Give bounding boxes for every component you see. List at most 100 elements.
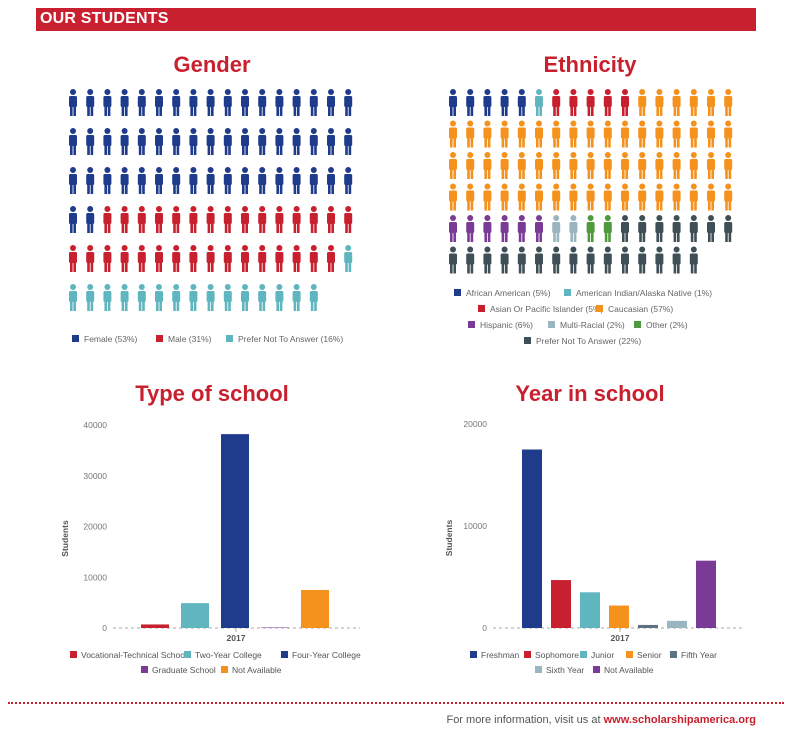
legend-swatch: [670, 651, 677, 658]
person-icon: [275, 206, 284, 233]
person-icon: [672, 152, 681, 179]
person-icon: [638, 89, 647, 116]
person-icon: [621, 89, 629, 116]
person-icon: [569, 183, 578, 211]
y-tick-label: 40000: [83, 420, 107, 430]
person-icon: [586, 152, 595, 179]
person-icon: [707, 89, 715, 116]
person-icon: [569, 120, 578, 148]
person-icon: [241, 284, 249, 311]
bar: [580, 592, 600, 628]
bar: [551, 580, 571, 628]
person-icon: [69, 89, 77, 116]
person-icon: [155, 89, 163, 116]
person-icon: [223, 167, 232, 194]
person-icon: [621, 120, 629, 148]
person-icon: [466, 120, 475, 148]
y-tick-label: 20000: [463, 419, 487, 429]
y-axis-label: Students: [60, 520, 70, 557]
person-icon: [449, 246, 457, 274]
legend-label: Not Available: [604, 665, 654, 675]
legend-swatch: [184, 651, 191, 658]
legend-label: Asian Or Pacific Islander (5%): [490, 304, 604, 314]
person-icon: [655, 215, 664, 242]
person-icon: [155, 284, 163, 311]
legend-swatch: [281, 651, 288, 658]
person-icon: [707, 215, 715, 242]
person-icon: [69, 128, 77, 155]
person-icon: [189, 89, 198, 116]
person-icon: [241, 206, 249, 233]
person-icon: [603, 152, 612, 179]
person-icon: [206, 128, 215, 155]
legend-label: Not Available: [232, 665, 282, 675]
footer-link[interactable]: www.scholarshipamerica.org: [603, 714, 756, 726]
person-icon: [621, 246, 629, 274]
person-icon: [327, 206, 335, 233]
person-icon: [223, 89, 232, 116]
person-icon: [724, 183, 733, 211]
person-icon: [103, 128, 112, 155]
person-icon: [689, 120, 698, 148]
person-icon: [137, 284, 146, 311]
person-icon: [172, 89, 181, 116]
person-icon: [621, 183, 629, 211]
legend-swatch: [70, 651, 77, 658]
person-icon: [86, 284, 95, 311]
person-icon: [603, 215, 612, 242]
person-icon: [103, 167, 112, 194]
person-icon: [172, 206, 181, 233]
person-icon: [292, 89, 301, 116]
person-icon: [137, 245, 146, 272]
person-icon: [672, 246, 681, 274]
x-tick-label: 2017: [227, 633, 246, 643]
legend-label: Prefer Not To Answer (16%): [238, 334, 343, 344]
person-icon: [449, 183, 457, 211]
footer-text: For more information, visit us at: [446, 714, 604, 726]
person-icon: [86, 128, 95, 155]
person-icon: [69, 284, 77, 311]
bar: [261, 627, 289, 628]
person-icon: [223, 128, 232, 155]
legend-swatch: [580, 651, 587, 658]
legend-label: Graduate School: [152, 665, 216, 675]
person-icon: [466, 89, 475, 116]
bar: [141, 624, 169, 628]
person-icon: [258, 284, 267, 311]
bar: [522, 449, 542, 628]
person-icon: [275, 89, 284, 116]
person-icon: [483, 89, 492, 116]
y-tick-label: 0: [482, 623, 487, 633]
footer: For more information, visit us at www.sc…: [446, 714, 756, 726]
person-icon: [603, 246, 612, 274]
person-icon: [86, 89, 95, 116]
person-icon: [500, 246, 509, 274]
person-icon: [672, 215, 681, 242]
person-icon: [327, 167, 335, 194]
person-icon: [223, 284, 232, 311]
person-icon: [638, 152, 647, 179]
person-icon: [309, 128, 318, 155]
person-icon: [655, 120, 664, 148]
type-of-school-title: Type of school: [135, 381, 289, 406]
legend-label: Freshman: [481, 650, 520, 660]
person-icon: [137, 167, 146, 194]
legend-swatch: [524, 337, 531, 344]
bar: [696, 560, 716, 628]
legend-swatch: [634, 321, 641, 328]
person-icon: [466, 183, 475, 211]
person-icon: [327, 128, 335, 155]
person-icon: [621, 152, 629, 179]
person-icon: [327, 245, 335, 272]
person-icon: [638, 120, 647, 148]
person-icon: [689, 246, 698, 274]
person-icon: [638, 246, 647, 274]
person-icon: [517, 120, 526, 148]
person-icon: [500, 120, 509, 148]
person-icon: [172, 284, 181, 311]
gender-title: Gender: [173, 52, 251, 77]
person-icon: [258, 206, 267, 233]
legend-swatch: [454, 289, 461, 296]
person-icon: [344, 128, 353, 155]
person-icon: [655, 246, 664, 274]
